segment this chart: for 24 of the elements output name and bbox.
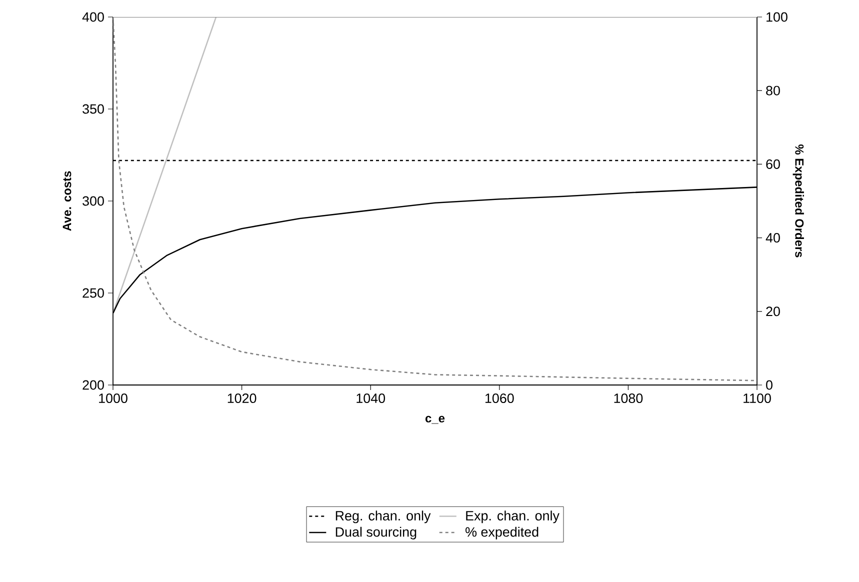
y2-tick-label: 40 [766, 233, 780, 243]
y-tick-label: 200 [82, 380, 104, 390]
legend-label: % expedited [466, 526, 538, 540]
legend-label: Reg. chan. only [336, 510, 431, 524]
y-tick-label: 300 [82, 196, 104, 206]
x-tick-label: 1080 [614, 394, 643, 404]
x-tick-label: 1020 [228, 394, 256, 404]
legend-label: Dual sourcing [336, 526, 416, 540]
x-tick-label: 1100 [744, 394, 771, 404]
x-tick-label: 1040 [356, 394, 386, 404]
y2-tick-label: 100 [766, 12, 788, 22]
y-tick-label: 400 [82, 12, 104, 22]
legend-label: Exp. chan. only [466, 510, 560, 524]
x-tick-label: 1000 [99, 394, 128, 404]
x-axis-title: c_e [426, 416, 445, 424]
y-tick-label: 250 [82, 288, 104, 298]
y2-tick-label: 80 [766, 86, 780, 96]
y2-tick-label: 60 [766, 159, 780, 169]
y2-tick-label: 20 [766, 306, 780, 316]
y-axis-title: Ave. costs [62, 171, 72, 231]
y2-tick-label: 0 [766, 380, 772, 390]
x-tick-label: 1060 [485, 394, 514, 404]
y2-axis-title: % Expedited Orders [792, 144, 804, 258]
y-tick-label: 350 [82, 104, 104, 114]
